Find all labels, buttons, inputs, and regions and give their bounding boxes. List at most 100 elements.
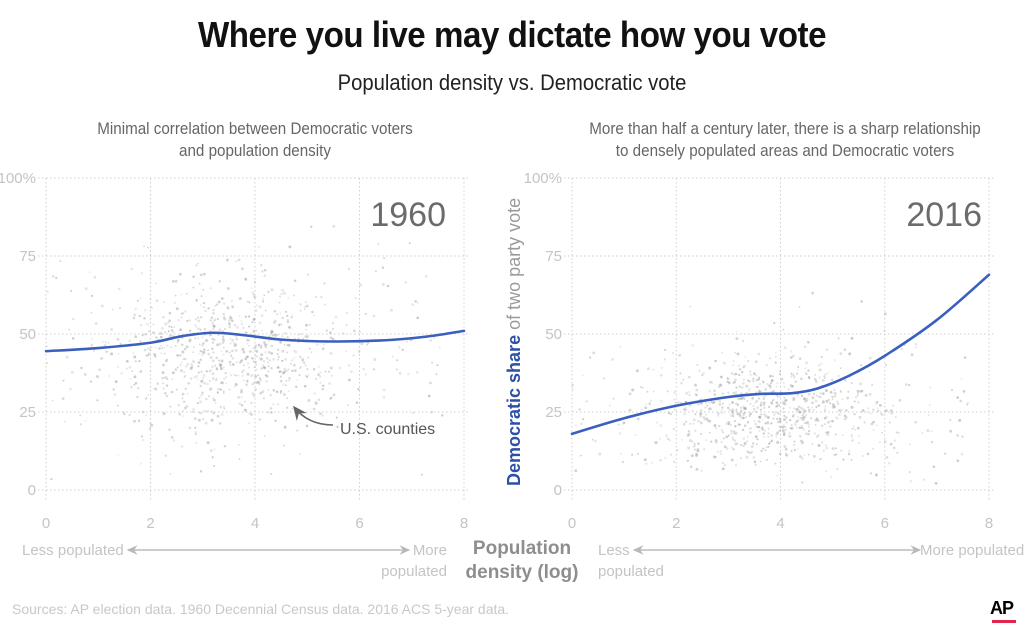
panel-1960-county-point — [412, 411, 415, 415]
panel-2016-county-point — [725, 435, 729, 439]
panel-1960-county-point — [171, 280, 175, 283]
panel-2016-county-point — [880, 413, 884, 417]
panel-1960-county-point — [257, 245, 260, 249]
panel-2016-county-point — [821, 441, 824, 444]
panel-1960-county-point — [278, 301, 281, 304]
panel-1960-county-point — [209, 356, 213, 359]
panel-1960-county-point — [441, 414, 444, 417]
panel-1960-county-point — [187, 362, 190, 366]
panel-1960-county-point — [211, 410, 214, 413]
panel-2016-county-point — [761, 426, 764, 429]
panel-1960-county-point — [138, 314, 141, 318]
panel-1960-county-point — [264, 309, 267, 312]
panel-1960-county-point — [264, 373, 268, 377]
panel-1960-county-point — [84, 419, 87, 422]
panel-1960-county-point — [184, 374, 187, 377]
panel-1960-county-point — [438, 346, 441, 349]
panel-1960-county-point — [303, 308, 306, 311]
panel-1960-county-point — [246, 380, 249, 384]
panel-2016-county-point — [749, 370, 752, 373]
panel-2016-county-point — [830, 419, 833, 423]
panel-1960-county-point — [277, 403, 280, 406]
panel-2016-county-point — [735, 337, 739, 341]
panel-2016-county-point — [956, 396, 959, 399]
panel-2016-county-point — [759, 408, 762, 411]
panel-1960-county-point — [260, 367, 264, 370]
panel-1960-county-point — [274, 333, 278, 337]
panel-2016-county-point — [733, 380, 736, 384]
panel-1960-county-point — [258, 418, 262, 421]
panel-1960-county-point — [198, 343, 201, 346]
panel-2016-county-point — [836, 402, 840, 405]
panel-2016-county-point — [775, 433, 778, 437]
panel-2016-county-point — [858, 415, 862, 419]
panel-2016-county-point — [958, 418, 962, 422]
panel-1960-county-point — [283, 444, 286, 447]
panel-2016-county-point — [726, 377, 729, 379]
panel-2016-county-point — [821, 378, 825, 382]
panel-2016-county-point — [837, 374, 840, 378]
panel-1960-county-point — [50, 478, 53, 481]
panel-2016-county-point — [740, 457, 742, 460]
panel-1960-county-point — [270, 332, 273, 335]
panel-2016-county-point — [815, 417, 819, 421]
panel-1960-caption-line2: and population density — [179, 142, 331, 160]
panel-1960-county-point — [239, 390, 243, 394]
panel-1960-county-point — [284, 331, 287, 335]
panel-1960-county-point — [210, 449, 213, 452]
panel-1960-county-point — [79, 414, 82, 417]
panel-2016-county-point — [753, 419, 756, 423]
panel-1960-county-point — [303, 361, 306, 364]
panel-1960-county-point — [83, 373, 87, 376]
panel-1960-county-point — [181, 312, 185, 315]
panel-1960-county-point — [197, 365, 200, 368]
panel-1960-county-point — [332, 393, 336, 397]
panel-2016-county-point — [680, 381, 683, 385]
panel-1960-county-point — [176, 354, 179, 357]
panel-1960-county-point — [223, 317, 227, 321]
panel-1960-county-point — [374, 270, 377, 273]
panel-2016-county-point — [826, 421, 830, 424]
panel-2016-county-point — [748, 380, 751, 383]
panel-1960-county-point — [169, 472, 172, 475]
panel-1960-county-point — [140, 271, 144, 275]
panel-1960-county-point — [263, 366, 267, 370]
panel-2016-county-point — [914, 421, 917, 424]
panel-2016-county-point — [828, 402, 832, 405]
panel-1960-county-point — [199, 400, 202, 404]
panel-2016-county-point — [710, 381, 714, 384]
panel-1960-county-point — [139, 370, 143, 373]
panel-2016-county-point — [803, 409, 805, 412]
panel-2016-county-point — [831, 398, 834, 401]
panel-2016-county-point — [631, 388, 635, 392]
panel-1960-county-point — [332, 225, 336, 228]
panel-2016-county-point — [739, 397, 743, 401]
panel-1960-county-point — [411, 303, 414, 306]
panel-1960-county-point — [288, 245, 292, 249]
panel-2016-county-point — [956, 396, 960, 399]
panel-2016-county-point — [739, 423, 742, 426]
panel-1960-county-point — [250, 401, 253, 405]
panel-2016-county-point — [776, 395, 779, 398]
panel-2016-county-point — [732, 360, 735, 363]
panel-2016-county-point — [798, 357, 802, 360]
panel-2016-county-point — [966, 402, 969, 405]
panel-1960-county-point — [276, 333, 279, 336]
panel-2016-county-point — [695, 454, 698, 457]
panel-1960-county-point — [212, 327, 215, 331]
panel-2016-county-point — [727, 423, 730, 426]
panel-1960-county-point — [282, 383, 285, 386]
panel-2016-county-point — [775, 385, 778, 388]
panel-2016-county-point — [699, 412, 703, 416]
panel-1960-county-point — [261, 300, 265, 303]
panel-1960-county-point — [197, 327, 200, 330]
panel-2016-county-point — [777, 404, 780, 407]
panel-2016-county-point — [739, 397, 742, 400]
panel-1960-county-point — [148, 427, 152, 431]
panel-2016-county-point — [746, 420, 750, 424]
panel-2016-county-point — [762, 395, 766, 399]
panel-1960-county-point — [310, 225, 313, 228]
panel-1960-county-point — [163, 376, 166, 379]
panel-2016-county-point — [835, 400, 839, 403]
panel-2016-county-point — [710, 400, 713, 403]
